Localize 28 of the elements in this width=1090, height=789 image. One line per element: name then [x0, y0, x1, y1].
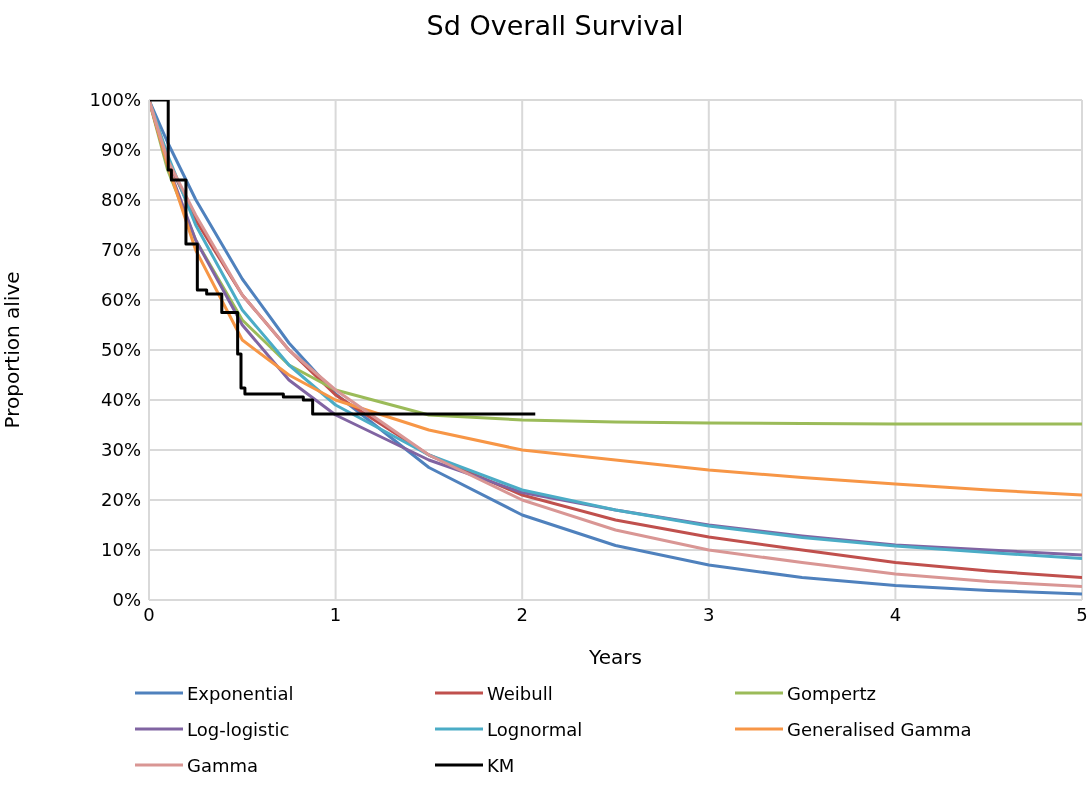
legend-label: Generalised Gamma [787, 718, 972, 740]
y-tick-label: 90% [100, 139, 141, 161]
legend-label: Gompertz [787, 682, 876, 704]
legend-label: KM [487, 754, 515, 776]
x-tick-label: 2 [516, 603, 528, 625]
x-tick-label: 5 [1076, 603, 1088, 625]
y-tick-label: 10% [100, 539, 141, 561]
x-tick-label: 3 [703, 603, 715, 625]
y-tick-label: 70% [100, 239, 141, 261]
y-tick-label: 20% [100, 489, 141, 511]
chart-title: Sd Overall Survival [425, 10, 685, 41]
y-tick-label: 60% [100, 289, 141, 311]
y-axis-title: Proportion alive [0, 271, 25, 429]
x-axis-title: Years [588, 645, 642, 669]
legend-label: Exponential [187, 682, 294, 704]
y-tick-label: 100% [89, 89, 141, 111]
x-tick-label: 4 [889, 603, 902, 625]
y-tick-label: 50% [100, 339, 141, 361]
legend-label: Gamma [187, 754, 259, 776]
y-tick-label: 80% [100, 189, 141, 211]
y-tick-label: 40% [100, 389, 141, 411]
legend-label: Weibull [487, 682, 553, 704]
y-tick-label: 30% [100, 439, 141, 461]
legend-label: Log-logistic [187, 718, 290, 740]
x-tick-label: 0 [143, 603, 155, 625]
x-tick-label: 1 [329, 603, 342, 625]
legend-label: Lognormal [487, 718, 583, 740]
y-tick-label: 0% [112, 589, 141, 611]
